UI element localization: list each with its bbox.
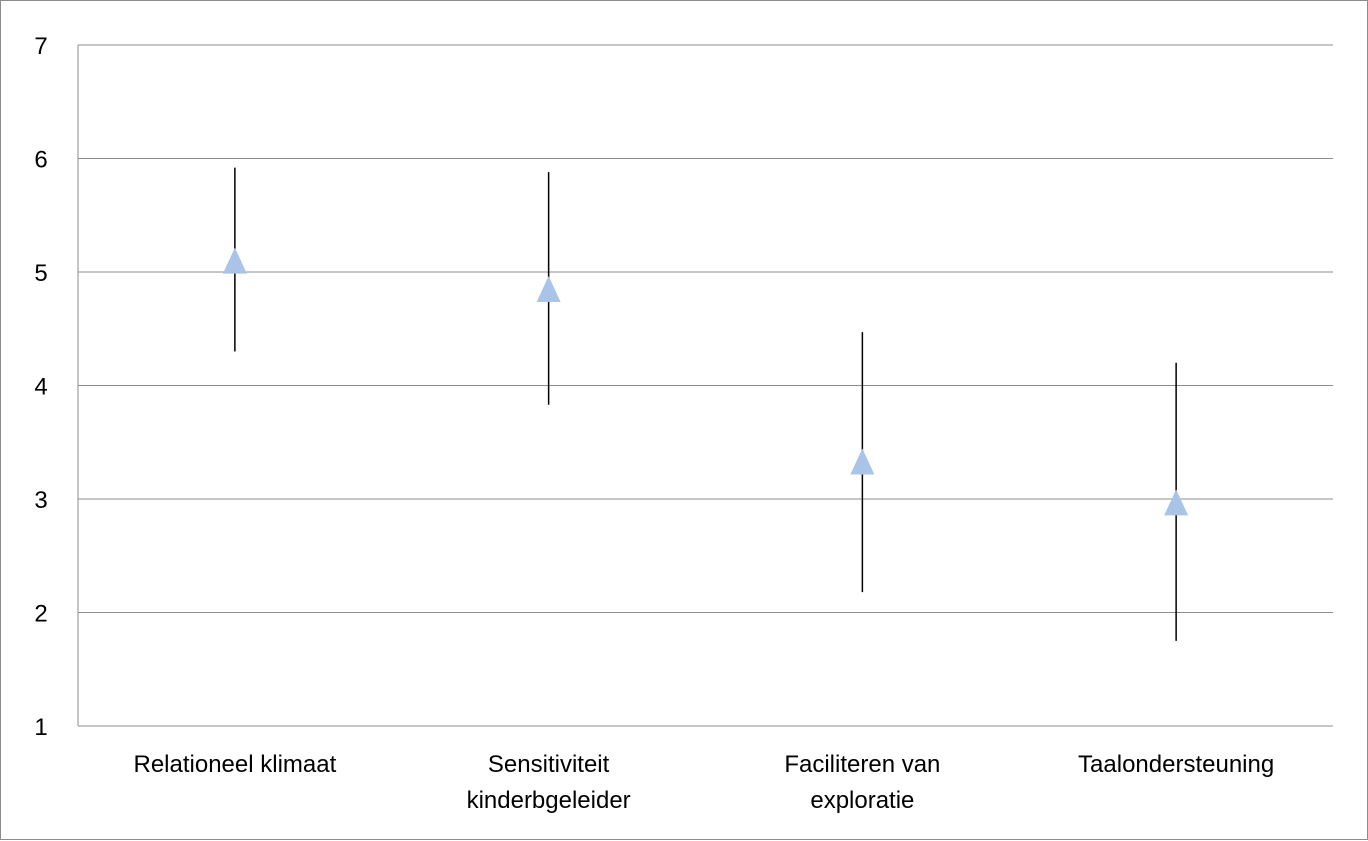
data-point-2 <box>536 276 561 303</box>
data-point-1 <box>222 247 247 274</box>
y-tick-label-6: 6 <box>34 147 47 174</box>
y-tick-label-2: 2 <box>34 601 47 628</box>
category-label-3-line-1: Faciliteren van <box>784 751 940 778</box>
y-tick-label-7: 7 <box>34 33 47 60</box>
data-point-4 <box>1164 489 1189 516</box>
error-bars <box>234 167 1177 641</box>
y-tick-label-1: 1 <box>34 714 47 741</box>
category-label-1: Relationeel klimaat <box>133 751 336 778</box>
y-tick-label-5: 5 <box>34 260 47 287</box>
category-label-3-line-2: exploratie <box>810 787 914 814</box>
category-label-2-line-2: kinderbgeleider <box>467 787 631 814</box>
gridlines <box>77 44 1333 727</box>
data-point-3 <box>850 448 875 475</box>
y-tick-label-4: 4 <box>34 374 47 401</box>
category-label-4: Taalondersteuning <box>1078 751 1274 778</box>
y-axis-tick-labels: 1 2 3 4 5 6 7 <box>34 33 47 741</box>
data-markers <box>222 247 1189 516</box>
y-tick-label-3: 3 <box>34 487 47 514</box>
category-label-2-line-1: Sensitiviteit <box>488 751 610 778</box>
x-axis-category-labels: Relationeel klimaat Sensitiviteit kinderbg… <box>133 751 1274 814</box>
